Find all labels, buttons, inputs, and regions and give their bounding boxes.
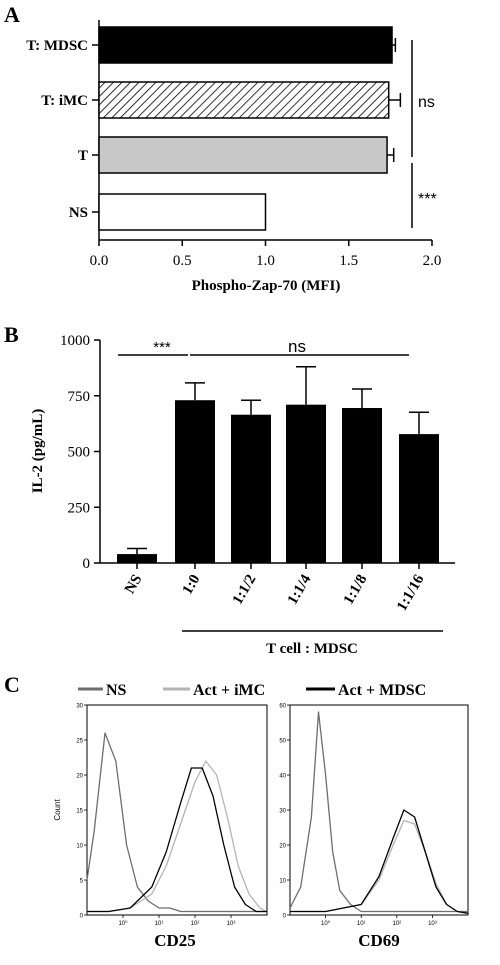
- panel-c-cd69-plot: 0 10 20 30 40 50 60 10⁰ 10¹ 10² 10³: [279, 704, 469, 927]
- legend-label-ns: NS: [106, 682, 127, 699]
- y-tick-label-c-cd25-2: 10: [76, 844, 83, 850]
- panel-label-a: A: [4, 2, 20, 27]
- bar-b-1-1-4: [286, 404, 326, 563]
- y-tick-label-b-3: 750: [68, 389, 91, 405]
- y-tick-label-c-cd69-2: 20: [279, 844, 286, 850]
- panel-b-y-label: IL-2 (pg/mL): [30, 409, 46, 494]
- category-label-b-1-1-8: 1:1/8: [341, 572, 371, 607]
- histogram-cd25-act-imc: [87, 760, 268, 913]
- legend-label-mdsc: Act + MDSC: [338, 682, 426, 699]
- bar-b-1-1-8: [342, 408, 382, 563]
- y-tick-label-c-cd25-1: 5: [80, 879, 84, 885]
- annotation-b-ns: ns: [288, 337, 306, 356]
- bar-a-t: [98, 136, 388, 174]
- x-tick-label-c-cd25-2: 10²: [191, 921, 200, 927]
- x-tick-label-c-cd25-0: 10⁰: [118, 920, 128, 927]
- y-tick-label-c-cd69-0: 0: [283, 914, 287, 920]
- y-tick-label-b-0: 0: [83, 556, 91, 572]
- x-tick-label-a-3: 1.5: [339, 253, 358, 269]
- category-label-a-ns: NS: [69, 205, 88, 221]
- bar-b-1-1-2: [231, 414, 271, 563]
- y-tick-label-b-2: 500: [68, 445, 91, 461]
- annotation-b-sig: ***: [153, 339, 171, 356]
- x-tick-label-c-cd25-1: 10¹: [155, 921, 164, 927]
- bar-a-t-mdsc: [98, 26, 393, 64]
- bar-b-1-1-16: [399, 434, 439, 563]
- panel-b-chart: IL-2 (pg/mL) T cell : MDSC NS 1:0 1:1/2 1:1…: [30, 333, 455, 657]
- bar-a-ns: [98, 193, 267, 231]
- panel-c-legend: NS Act + iMC Act + MDSC: [78, 682, 426, 699]
- annotation-a-sig: ***: [418, 191, 437, 208]
- bar-b-1-0: [175, 400, 215, 563]
- histogram-cd69-act-imc: [290, 819, 469, 914]
- legend-label-imc: Act + iMC: [193, 682, 265, 699]
- y-tick-label-c-cd69-3: 30: [279, 809, 286, 815]
- x-tick-label-c-cd69-3: 10³: [428, 921, 437, 927]
- y-tick-label-c-cd25-3: 15: [76, 809, 83, 815]
- x-tick-label-c-cd69-1: 10¹: [357, 921, 366, 927]
- y-tick-label-c-cd69-4: 40: [279, 774, 286, 780]
- y-tick-label-b-1: 250: [68, 500, 91, 516]
- y-tick-label-c-cd69-1: 10: [279, 879, 286, 885]
- panel-a-x-label: Phospho-Zap-70 (MFI): [192, 278, 341, 294]
- x-tick-label-a-0: 0.0: [90, 253, 109, 269]
- x-tick-label-c-cd69-2: 10²: [392, 921, 401, 927]
- category-label-b-1-0: 1:0: [180, 572, 204, 597]
- y-tick-label-c-cd25-0: 0: [80, 914, 84, 920]
- category-label-a-t-imc: T: iMC: [41, 93, 88, 109]
- histogram-cd69-act-mdsc: [290, 809, 469, 914]
- panel-b-group-label: T cell : MDSC: [266, 641, 358, 657]
- annotation-a-ns: ns: [418, 94, 435, 111]
- category-label-b-1-1-16: 1:1/16: [394, 572, 428, 614]
- category-label-b-1-1-4: 1:1/4: [285, 572, 315, 608]
- x-tick-label-c-cd69-0: 10⁰: [321, 920, 331, 927]
- y-tick-label-c-cd69-6: 60: [279, 704, 286, 710]
- panel-c-cd25-x-label: CD25: [154, 931, 196, 950]
- x-tick-label-a-2: 1.0: [256, 253, 275, 269]
- histogram-cd25-act-mdsc: [87, 767, 267, 913]
- bar-a-t-imc: [98, 81, 390, 119]
- category-label-a-t: T: [78, 148, 88, 164]
- x-tick-label-a-4: 2.0: [423, 253, 442, 269]
- x-tick-label-c-cd25-3: 10³: [227, 921, 236, 927]
- y-tick-label-c-cd25-5: 25: [76, 739, 83, 745]
- y-tick-label-c-cd69-5: 50: [279, 739, 286, 745]
- panel-c-cd69-x-label: CD69: [358, 931, 400, 950]
- category-label-a-t-mdsc: T: MDSC: [26, 38, 88, 54]
- panel-label-b: B: [4, 322, 19, 347]
- panel-c-y-label: Count: [53, 799, 62, 821]
- category-label-b-ns: NS: [122, 572, 145, 597]
- x-tick-label-a-1: 0.5: [173, 253, 192, 269]
- bar-b-ns: [117, 554, 157, 563]
- y-tick-label-b-4: 1000: [60, 333, 90, 349]
- histogram-cd25-ns: [86, 732, 267, 913]
- category-label-b-1-1-2: 1:1/2: [230, 572, 260, 607]
- panel-label-c: C: [4, 672, 20, 697]
- y-tick-label-c-cd25-4: 20: [76, 774, 83, 780]
- panel-a-chart: Phospho-Zap-70 (MFI) T: MDSC T: iMC T NS 0.0…: [26, 20, 441, 294]
- panel-c-cd25-frame: [86, 704, 268, 916]
- panel-c-cd25-plot: 0 5 10 15 20 25 30 10⁰ 10¹ 10² 10³: [76, 704, 268, 927]
- y-tick-label-c-cd25-6: 30: [76, 704, 83, 710]
- histogram-cd69-ns: [289, 711, 468, 913]
